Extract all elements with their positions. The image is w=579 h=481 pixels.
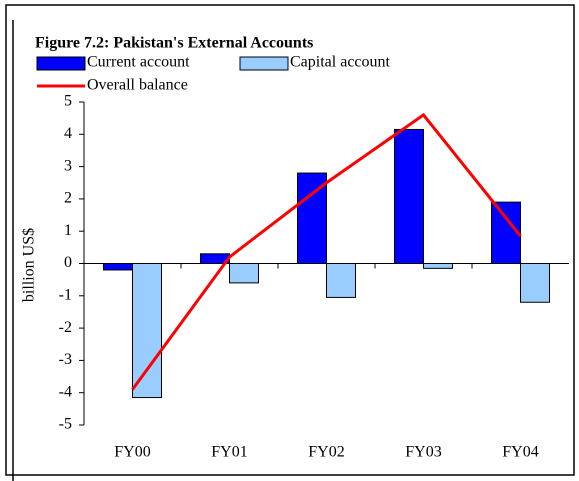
legend-swatch [239,56,289,71]
y-tick-label: 5 [64,93,72,110]
bar [229,263,259,284]
bar [394,128,424,264]
legend-label: Capital account [290,54,391,71]
y-tick-label: 2 [64,190,72,207]
chart-border [5,4,575,476]
x-tick-label: FY03 [405,444,441,461]
y-tick-label: 4 [64,125,72,142]
legend-swatch [36,56,86,71]
bar [520,263,550,303]
legend-label: Overall balance [87,77,188,94]
x-tick-label: FY04 [502,444,538,461]
bar [326,263,356,298]
y-tick-label: -2 [59,319,72,336]
y-tick-label: -3 [59,351,72,368]
x-tick-label: FY00 [114,444,150,461]
y-tick-label: -4 [59,383,72,400]
bar [132,263,162,399]
legend-label: Current account [87,54,190,71]
y-tick-label: -5 [59,416,72,433]
y-tick-label: 0 [64,254,72,271]
chart-title: Figure 7.2: Pakistan's External Accounts [35,35,313,52]
y-tick-label: 1 [64,222,72,239]
y-tick-label: 3 [64,157,72,174]
bar [103,263,133,271]
x-tick-label: FY01 [211,444,247,461]
line [131,112,522,391]
x-tick-label: FY02 [308,444,344,461]
y-tick-label: -1 [59,286,72,303]
bar [423,263,453,269]
y-axis-label: billion US$ [21,228,38,302]
